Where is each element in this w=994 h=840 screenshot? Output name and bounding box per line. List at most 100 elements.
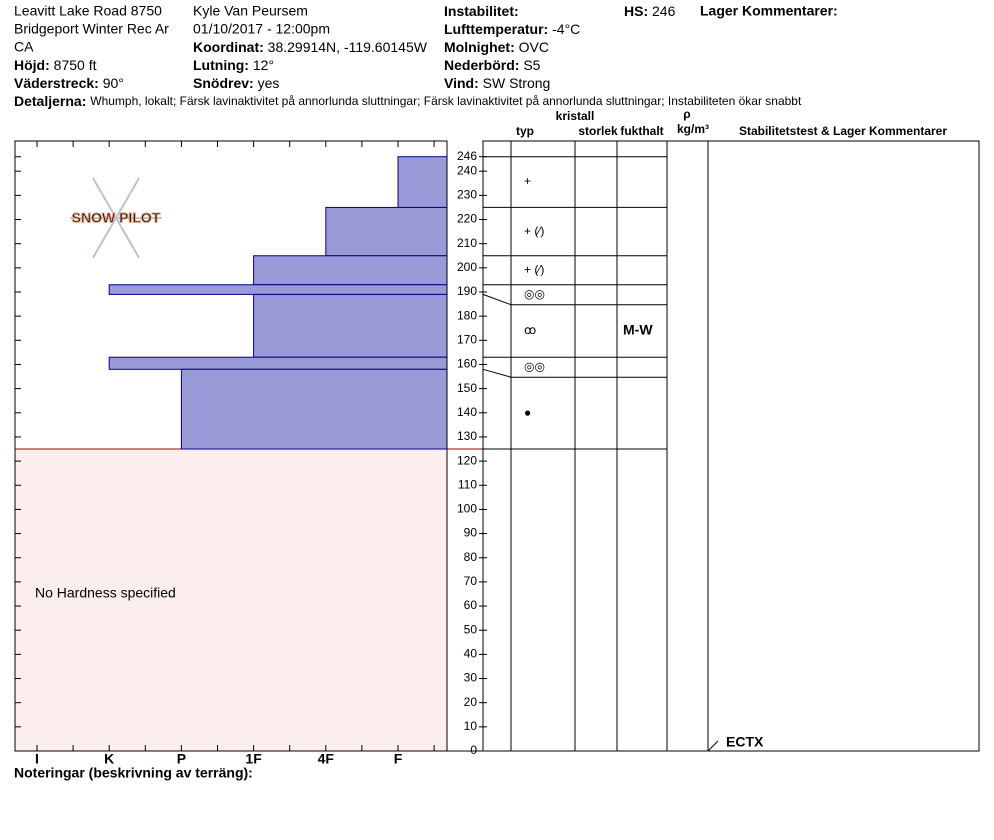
row-connector: [482, 368, 512, 378]
details: Detaljerna: Whumph, lokalt; Färsk lavina…: [14, 93, 802, 109]
y-tick-label: 70: [464, 574, 478, 588]
column-header: storlek: [578, 124, 618, 138]
column-header: Stabilitetstest & Lager Kommentarer: [739, 124, 947, 138]
header-field-label: Lutning:: [193, 57, 249, 73]
header-field: Nederbörd: S5: [444, 57, 541, 73]
row-connector: [482, 293, 512, 306]
header-field-label: Höjd:: [14, 57, 50, 73]
header-field-label: Instabilitet:: [444, 3, 519, 19]
header-field: Lufttemperatur: -4°C: [444, 21, 580, 37]
header-field: Molnighet: OVC: [444, 39, 549, 55]
header-text: CA: [14, 39, 34, 55]
hardness-tick-label: 4F: [318, 751, 335, 767]
y-tick-label: 40: [464, 647, 478, 661]
header-field: Höjd: 8750 ft: [14, 57, 97, 73]
header-field: Instabilitet:: [444, 3, 519, 19]
y-tick-label: 90: [464, 526, 478, 540]
logo-ray: [92, 217, 117, 259]
table-frame: [482, 140, 980, 752]
header-field-value: 12°: [253, 57, 274, 73]
y-tick-label: 120: [457, 453, 477, 467]
no-hardness-area: [15, 449, 447, 751]
header-field-value: 8750 ft: [54, 57, 97, 73]
snow-depth-label: HS:: [624, 3, 648, 19]
y-tick-label: 10: [464, 719, 478, 733]
logo-text: SNOW PILOT: [72, 210, 161, 226]
hardness-bar: [253, 293, 448, 358]
profile-frame: [14, 140, 448, 752]
logo-ray: [92, 177, 117, 219]
header-field-label: Lufttemperatur:: [444, 21, 548, 37]
stability-label: ECTX: [726, 734, 764, 750]
hardness-bar: [325, 206, 448, 257]
y-tick-label: 110: [458, 477, 477, 491]
wetness: M-W: [623, 322, 653, 338]
y-tick-label: 100: [457, 502, 477, 516]
header-field: Snödrev: yes: [193, 75, 279, 91]
header-field-label: Koordinat:: [193, 39, 264, 55]
header-field-value: -4°C: [552, 21, 580, 37]
header-field-value: OVC: [519, 39, 549, 55]
header-text: 01/10/2017 - 12:00pm: [193, 21, 330, 37]
grain-type: ◎◎: [524, 287, 545, 301]
grain-type: + (⁄): [524, 224, 544, 238]
hardness-tick-label: K: [104, 751, 114, 767]
header-field-label: Väderstreck:: [14, 75, 99, 91]
no-hardness-label: No Hardness specified: [35, 585, 176, 601]
stability-marker: [707, 740, 719, 752]
header-field-value: S5: [523, 57, 540, 73]
y-tick-label: 20: [464, 695, 478, 709]
hardness-tick-label: F: [394, 751, 403, 767]
y-tick-label: 210: [457, 236, 477, 250]
header-field: Koordinat: 38.29914N, -119.60145W: [193, 39, 428, 55]
snow-depth: HS: 246: [624, 3, 676, 19]
header-field-value: 38.29914N, -119.60145W: [268, 39, 428, 55]
header-field: Lutning: 12°: [193, 57, 274, 73]
y-tick-label: 30: [464, 671, 478, 685]
y-tick-label: 170: [457, 332, 477, 346]
hardness-bar: [180, 368, 448, 450]
logo-ray: [115, 217, 140, 259]
hardness-tick-label: P: [177, 751, 186, 767]
y-tick-label: 220: [457, 212, 477, 226]
y-tick-label: 160: [457, 357, 477, 371]
header-field-label: Snödrev:: [193, 75, 254, 91]
header-text: Kyle Van Peursem: [193, 3, 308, 19]
y-tick-label: 230: [457, 188, 477, 202]
y-tick-label: 200: [457, 260, 477, 274]
header-field-value: yes: [258, 75, 280, 91]
header-field: Vind: SW Strong: [444, 75, 550, 91]
y-tick-label: 0: [470, 743, 477, 757]
y-tick-label: 80: [464, 550, 478, 564]
footer: Noteringar (beskrivning av terräng):: [14, 765, 253, 781]
header-field-label: Molnighet:: [444, 39, 515, 55]
header-field-value: SW Strong: [483, 75, 551, 91]
header-field-label: Nederbörd:: [444, 57, 519, 73]
column-header: kg/m³: [677, 122, 709, 136]
y-tick-label: 130: [457, 429, 477, 443]
logo: [70, 177, 162, 259]
grain-type: ●: [524, 405, 531, 419]
column-header: fukthalt: [620, 124, 663, 138]
y-tick-label: 246: [457, 149, 477, 163]
y-tick-label: 60: [464, 598, 478, 612]
hardness-bar: [397, 156, 448, 208]
y-tick-label: 150: [457, 381, 477, 395]
y-tick-label: 190: [457, 284, 477, 298]
header-text: Leavitt Lake Road 8750: [14, 3, 162, 19]
header-field-value: 90°: [103, 75, 124, 91]
y-tick-label: 50: [464, 622, 478, 636]
column-header: typ: [516, 124, 534, 138]
hardness-tick-label: 1F: [245, 751, 262, 767]
hardness-bar: [108, 284, 448, 295]
grain-type: ꝏ: [524, 323, 536, 337]
header-field: Väderstreck: 90°: [14, 75, 124, 91]
logo-ray: [115, 177, 140, 219]
grain-type: +: [524, 174, 531, 188]
snow-depth-value: 246: [652, 3, 676, 19]
column-header: kristall: [556, 109, 595, 123]
grain-type: ◎◎: [524, 359, 545, 373]
header-field-label: Vind:: [444, 75, 479, 91]
